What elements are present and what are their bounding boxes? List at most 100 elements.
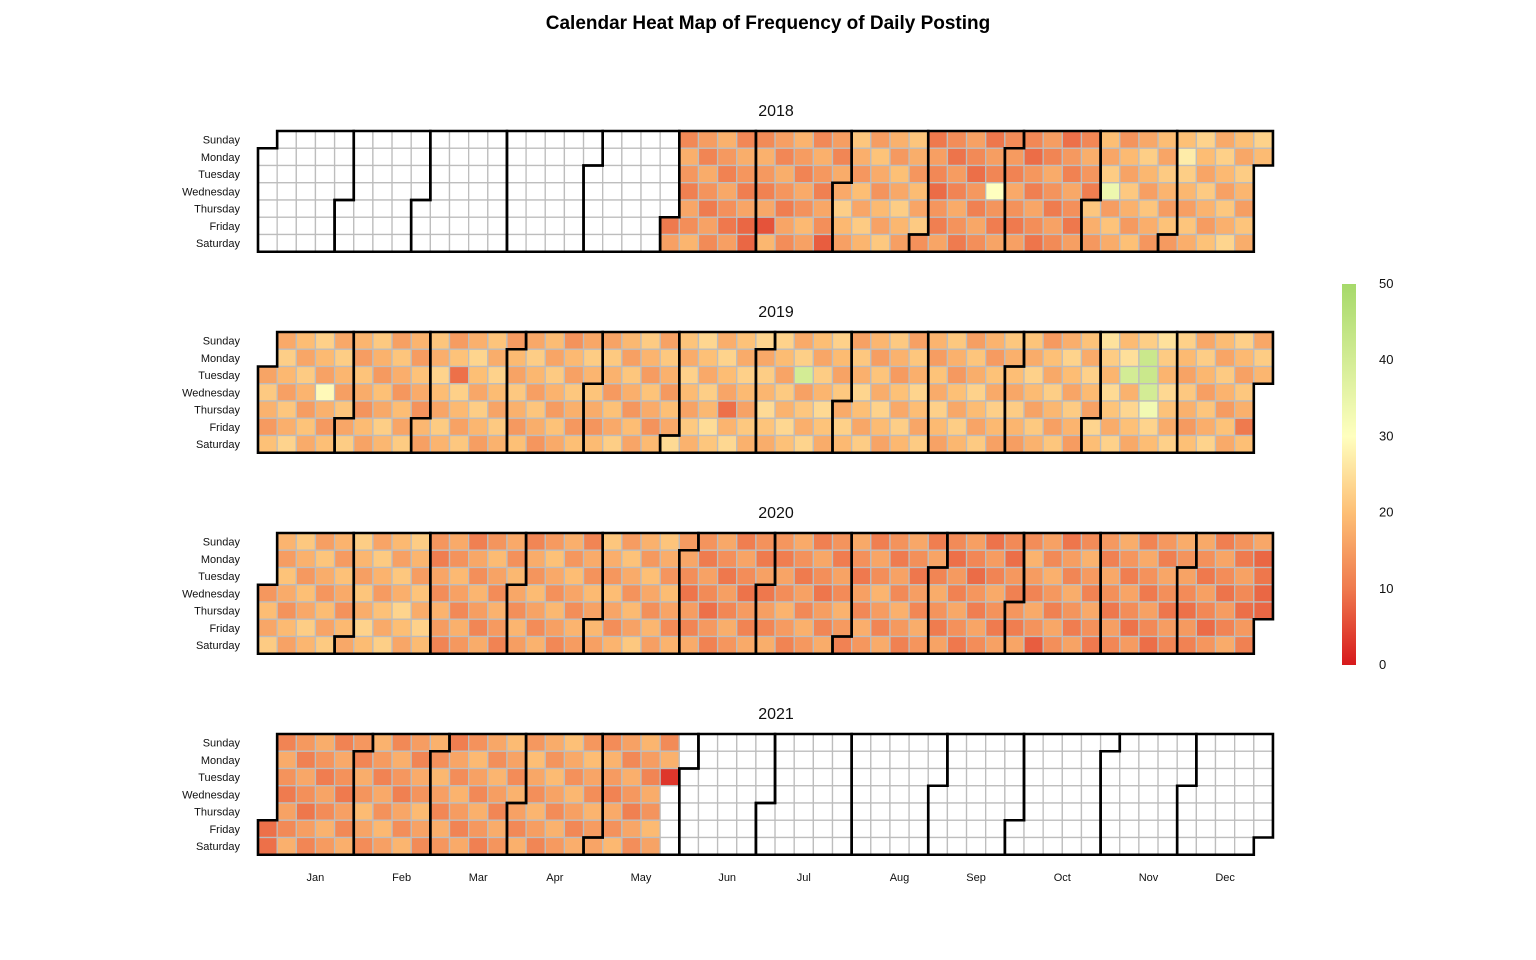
day-cell xyxy=(908,331,929,350)
legend-tick-label: 10 xyxy=(1379,581,1393,596)
day-cell xyxy=(410,733,432,752)
day-cell xyxy=(372,733,393,752)
day-cell xyxy=(1119,566,1140,586)
day-cell xyxy=(1061,182,1083,201)
day-cell xyxy=(889,130,910,149)
day-cell xyxy=(1195,348,1217,368)
day-cell xyxy=(525,383,546,402)
day-cell xyxy=(429,584,451,603)
day-cell xyxy=(544,434,566,454)
day-cell xyxy=(1080,164,1102,184)
day-cell xyxy=(487,147,508,167)
day-cell xyxy=(333,549,355,569)
day-cell xyxy=(276,130,297,149)
day-cell xyxy=(314,819,336,839)
day-cell xyxy=(1004,365,1025,385)
day-cell xyxy=(946,584,968,603)
day-cell xyxy=(1214,233,1236,253)
day-cell xyxy=(506,733,527,752)
day-cell xyxy=(1061,417,1083,437)
day-cell xyxy=(736,802,757,821)
day-cell xyxy=(1023,147,1044,167)
day-cell xyxy=(812,802,834,821)
day-cell xyxy=(314,836,336,856)
day-cell xyxy=(487,130,508,149)
day-cell xyxy=(908,365,929,385)
day-cell xyxy=(506,601,527,620)
day-cell xyxy=(736,566,757,586)
year-panels: 2018SundayMondayTuesdayWednesdayThursday… xyxy=(182,103,1275,857)
day-cell xyxy=(1042,601,1063,620)
day-cell xyxy=(736,635,757,655)
weekday-label: Monday xyxy=(201,353,241,365)
day-cells xyxy=(257,130,1274,253)
day-cell xyxy=(678,733,700,752)
day-cell xyxy=(965,147,987,167)
day-cell xyxy=(487,417,508,437)
day-cell xyxy=(276,532,297,551)
day-cell xyxy=(1061,383,1083,402)
day-cell xyxy=(353,216,374,236)
day-cell xyxy=(391,750,412,770)
day-cell xyxy=(889,750,910,770)
day-cells xyxy=(257,733,1274,856)
day-cell xyxy=(467,182,489,201)
day-cell xyxy=(1195,635,1217,655)
day-cell xyxy=(640,584,661,603)
day-cell xyxy=(697,331,719,350)
day-cell xyxy=(448,164,470,184)
day-cell xyxy=(1119,147,1140,167)
day-cell xyxy=(889,584,910,603)
day-cell xyxy=(1119,199,1140,218)
day-cell xyxy=(353,601,374,620)
day-cell xyxy=(985,750,1006,770)
day-cell xyxy=(1119,182,1140,201)
day-cell xyxy=(1061,532,1083,551)
day-cell xyxy=(870,130,891,149)
day-cell xyxy=(1023,618,1044,638)
day-cell xyxy=(1138,584,1159,603)
day-cell xyxy=(1023,331,1044,350)
day-cell xyxy=(333,733,355,752)
day-cell xyxy=(410,767,432,787)
day-cell xyxy=(1004,216,1025,236)
day-cell xyxy=(965,331,987,350)
day-cell xyxy=(1157,417,1178,437)
day-cell xyxy=(1119,365,1140,385)
day-cell xyxy=(1195,785,1217,804)
day-cell xyxy=(353,182,374,201)
day-cell xyxy=(1099,233,1121,253)
day-cell xyxy=(640,785,661,804)
day-cell xyxy=(602,584,623,603)
day-cell xyxy=(889,819,910,839)
day-cell xyxy=(697,383,719,402)
day-cell xyxy=(851,130,872,149)
day-cell xyxy=(333,348,355,368)
day-cell xyxy=(1004,400,1025,419)
day-cell xyxy=(736,549,757,569)
day-cell xyxy=(429,417,451,437)
day-cell xyxy=(621,635,642,655)
day-cell xyxy=(965,836,987,856)
day-cell xyxy=(697,147,719,167)
day-cell xyxy=(563,802,585,821)
day-cell xyxy=(1138,750,1159,770)
month-outlines xyxy=(256,129,1275,254)
day-cell xyxy=(851,635,872,655)
day-cell xyxy=(448,601,470,620)
day-cell xyxy=(544,348,566,368)
day-cell xyxy=(640,434,661,454)
day-cell xyxy=(812,584,834,603)
day-cell xyxy=(793,601,815,620)
day-cell xyxy=(716,400,738,419)
day-cell xyxy=(1157,767,1178,787)
day-cell xyxy=(640,819,661,839)
month-label: Aug xyxy=(890,872,910,884)
day-cell xyxy=(1234,147,1255,167)
day-cell xyxy=(525,365,546,385)
day-cell xyxy=(1195,584,1217,603)
day-cell xyxy=(851,164,872,184)
day-cell xyxy=(525,130,546,149)
day-cell xyxy=(678,147,700,167)
day-cell xyxy=(372,635,393,655)
